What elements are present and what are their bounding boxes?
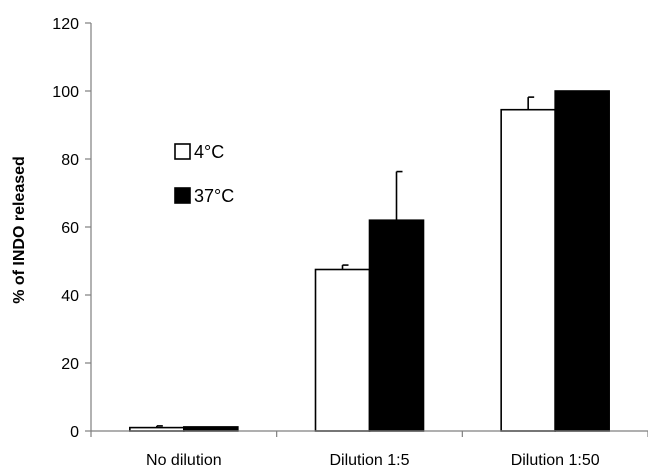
bar: [500, 108, 556, 432]
legend-label: 4°C: [194, 142, 224, 162]
legend-swatch: [174, 187, 191, 204]
y-tick-label: 100: [52, 84, 79, 101]
axes: 0 20 40 60 80 100 120 No dilution Dilution 1:5 Di…: [52, 16, 648, 469]
x-tick-label: Dilution 1:5: [329, 452, 409, 469]
bar: [554, 90, 610, 432]
y-axis-title: % of INDO released: [11, 156, 28, 304]
y-tick-label: 40: [61, 288, 79, 305]
bar: [368, 219, 425, 432]
legend-label: 37°C: [194, 186, 234, 206]
y-tick-label: 20: [61, 356, 79, 373]
bar: [314, 268, 371, 432]
legend: 4°C 37°C: [174, 142, 234, 206]
y-tick-label: 80: [61, 152, 79, 169]
x-tick-label: No dilution: [146, 452, 222, 469]
plot-area: [129, 90, 610, 432]
y-tick-label: 120: [52, 16, 79, 33]
y-tick-label: 60: [61, 220, 79, 237]
x-tick-label: Dilution 1:50: [511, 452, 600, 469]
y-tick-label: 0: [70, 424, 79, 441]
bar: [183, 426, 239, 432]
legend-swatch: [174, 143, 191, 160]
